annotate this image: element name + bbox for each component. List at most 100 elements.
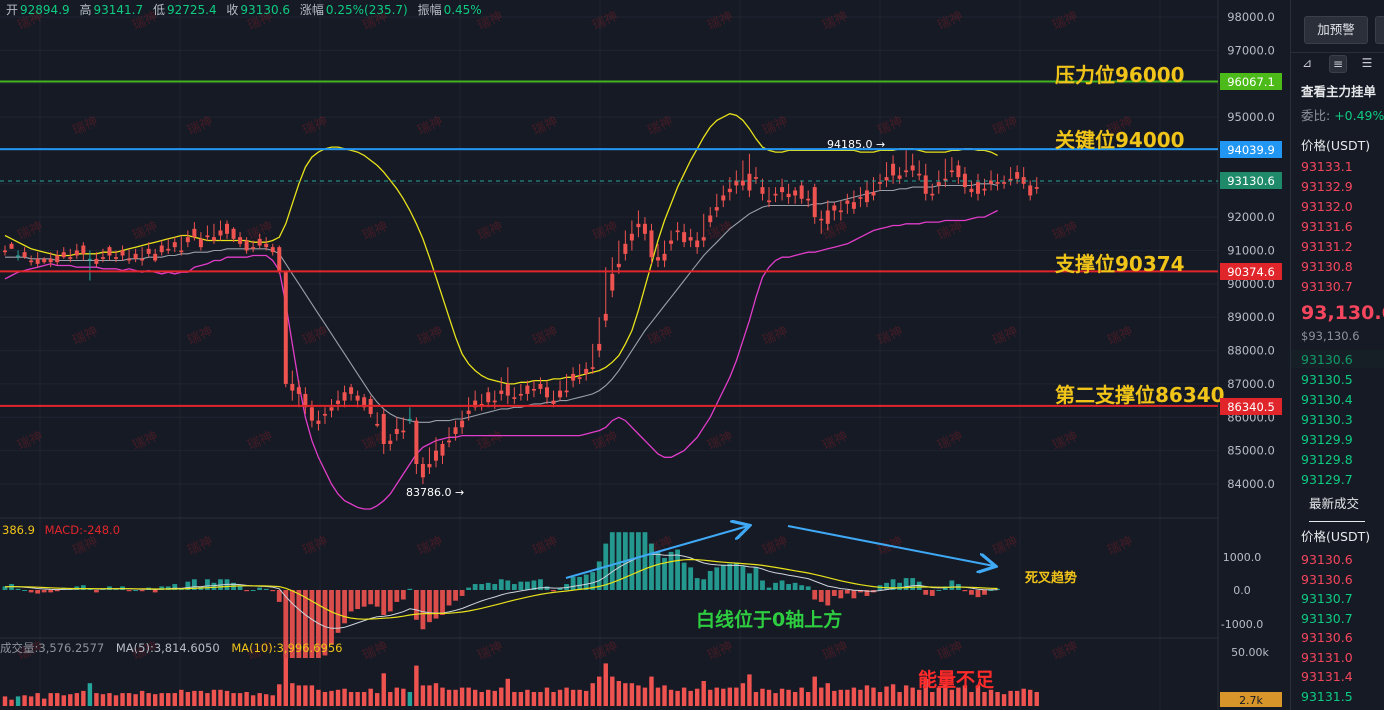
resistance-label: 压力位96000	[1055, 63, 1185, 87]
view-depth-link[interactable]: 查看主力挂单	[1301, 84, 1377, 99]
candle	[956, 165, 961, 178]
volume-bar	[518, 692, 524, 706]
candle	[695, 240, 700, 248]
trade-price-header: 价格(USDT)	[1301, 529, 1371, 544]
bid-row[interactable]: 93129.8	[1301, 452, 1353, 467]
candle	[16, 255, 21, 257]
candle	[329, 407, 334, 411]
candle	[251, 247, 256, 249]
bid-row[interactable]: 93130.5	[1301, 372, 1353, 387]
trade-row: 93131.4	[1301, 669, 1353, 684]
macd-bar	[982, 590, 987, 595]
macd-bar	[126, 590, 132, 592]
macd-bar	[413, 590, 419, 620]
bid-row[interactable]: 93130.4	[1301, 392, 1353, 407]
volume-bar	[205, 693, 210, 706]
macd-bar	[531, 580, 537, 590]
macd-bar	[590, 572, 596, 590]
volume-bar	[22, 695, 27, 706]
volume-bar	[303, 685, 308, 706]
volume-tag: 2.7k	[1239, 694, 1263, 707]
bid-row[interactable]: 93130.3	[1301, 412, 1353, 427]
candle	[1034, 187, 1039, 189]
candle	[747, 173, 752, 191]
macd-bar	[427, 590, 432, 623]
price-axis-label: 97000.0	[1227, 43, 1275, 57]
volume-bar	[681, 687, 687, 706]
chart-area[interactable]: 瑞神 瑞神 瑞神 瑞神 瑞神 瑞神 瑞神 瑞神 瑞神 瑞神 瑞神 瑞神 瑞神 瑞神 瑞神 瑞神 瑞神 瑞神 瑞神 瑞神…	[0, 0, 1290, 710]
price-axis-label: 95000.0	[1227, 110, 1275, 124]
add-alert-button[interactable]: 加预警	[1304, 16, 1368, 44]
macd-bar	[420, 590, 426, 630]
orderbook-split-icon[interactable]: ≡	[1329, 55, 1347, 73]
macd-bar	[884, 582, 889, 590]
macd-bar	[707, 570, 713, 590]
ask-row[interactable]: 93133.1	[1301, 159, 1353, 174]
volume-bar	[348, 692, 354, 706]
volume-bar	[388, 692, 393, 706]
volume-bar	[701, 681, 706, 706]
macd-bar	[668, 551, 674, 590]
volume-bar	[152, 694, 158, 706]
macd-bar	[342, 590, 347, 624]
low-marker: 83786.0 →	[406, 486, 464, 499]
macd-bar	[498, 579, 504, 590]
volume-bar	[557, 689, 563, 706]
extra-button[interactable]	[1375, 16, 1384, 44]
candle	[231, 228, 236, 239]
candle	[616, 263, 621, 268]
volume-bar	[335, 689, 341, 706]
ask-row[interactable]: 93132.0	[1301, 199, 1353, 214]
candle	[636, 223, 641, 228]
candle	[773, 193, 778, 196]
candle	[656, 257, 660, 261]
candle	[864, 190, 869, 203]
volume-bar	[668, 689, 674, 706]
candle	[427, 463, 432, 468]
bid-row[interactable]: 93130.6	[1301, 352, 1353, 367]
orderbook-list-icon[interactable]: ☰	[1361, 56, 1373, 70]
volume-bar	[355, 692, 360, 706]
ask-row[interactable]: 93130.8	[1301, 259, 1353, 274]
macd-bar	[538, 579, 543, 590]
macd-bar	[779, 580, 785, 590]
volume-bar	[766, 689, 772, 706]
ask-row[interactable]: 93132.9	[1301, 179, 1353, 194]
trade-row: 93131.5	[1301, 688, 1353, 704]
bid-row[interactable]: 93129.9	[1301, 432, 1353, 447]
macd-bar	[446, 590, 452, 606]
candle	[551, 400, 556, 404]
macd-bar	[283, 590, 289, 658]
last-trade-price: 93,130.6	[1301, 302, 1384, 324]
macd-bar	[733, 562, 739, 590]
macd-bar	[374, 590, 380, 607]
candle	[1002, 182, 1007, 184]
ask-row[interactable]: 93131.2	[1301, 239, 1353, 254]
macd-bar	[139, 590, 145, 592]
candle	[420, 463, 425, 478]
candle	[55, 255, 60, 263]
macd-bar	[302, 590, 308, 658]
volume-bar	[166, 693, 171, 706]
volume-bar	[538, 692, 543, 706]
orderbook-view-icon[interactable]: ⊿	[1301, 56, 1313, 70]
bollinger-lower	[4, 209, 998, 510]
bid-row[interactable]: 93129.7	[1301, 472, 1353, 487]
price-axis-label: 89000.0	[1227, 310, 1275, 324]
candle	[767, 200, 772, 203]
ask-row[interactable]: 93131.6	[1301, 219, 1353, 234]
macd-bar	[433, 590, 439, 619]
candle	[244, 240, 249, 251]
macd-bar	[466, 587, 472, 590]
macd-bar	[760, 580, 765, 590]
volume-bar	[505, 678, 511, 706]
candle	[531, 388, 536, 391]
candle	[740, 180, 745, 186]
macd-bar	[322, 590, 328, 656]
candle	[623, 243, 628, 254]
ask-row[interactable]: 93130.7	[1301, 279, 1353, 294]
candle	[923, 175, 928, 194]
candle	[153, 253, 158, 261]
macd-bar	[544, 586, 550, 590]
